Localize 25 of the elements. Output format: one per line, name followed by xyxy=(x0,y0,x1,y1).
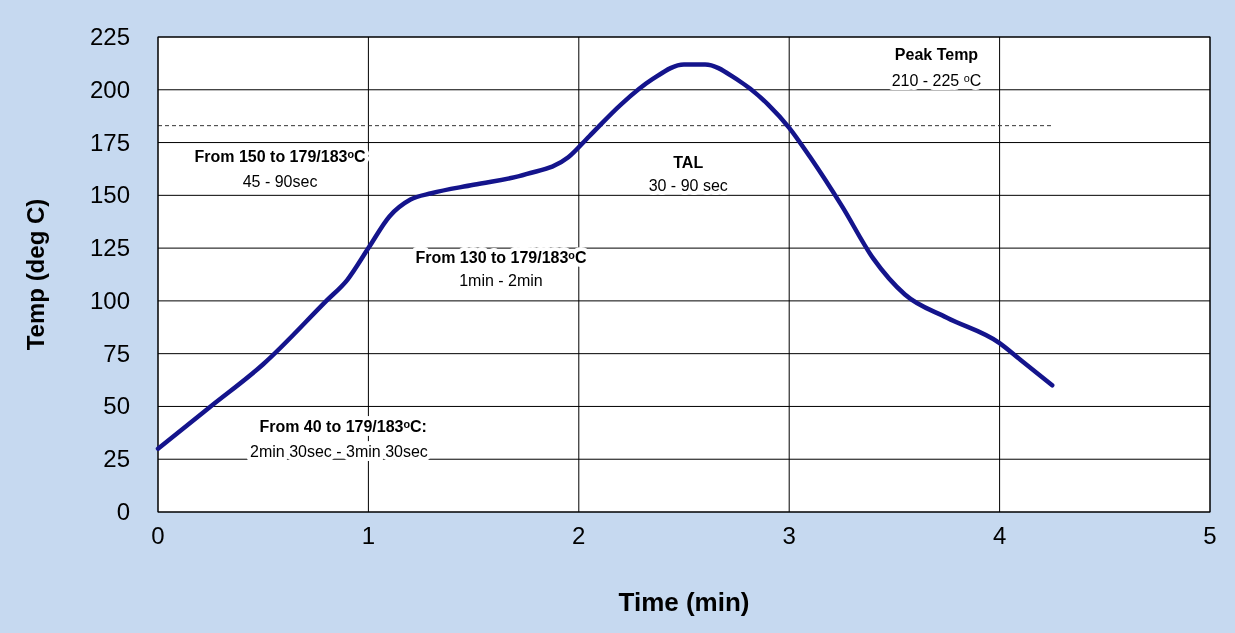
y-tick-label: 225 xyxy=(89,23,130,50)
x-tick-label: 5 xyxy=(1203,522,1217,549)
y-tick-label: 75 xyxy=(103,339,130,367)
y-tick-label: 25 xyxy=(103,445,130,473)
y-tick-label: 100 xyxy=(89,286,130,314)
y-tick-label: 0 xyxy=(116,498,130,525)
y-tick-label: 50 xyxy=(103,392,130,420)
annotation: Peak Temp xyxy=(894,46,979,64)
y-axis-title: Temp (deg C) xyxy=(22,198,49,351)
annotation: 210 - 225 ᵒC xyxy=(891,71,982,89)
x-tick-label: 4 xyxy=(992,522,1007,549)
annotation: TAL xyxy=(673,153,704,171)
y-tick-label: 200 xyxy=(89,75,130,103)
x-tick-label: 0 xyxy=(151,522,165,549)
x-tick-label: 1 xyxy=(361,522,376,549)
x-tick-label: 2 xyxy=(572,522,586,549)
x-axis-title: Time (min) xyxy=(618,587,750,617)
annotation: From 150 to 179/183ᵒC xyxy=(194,147,367,165)
annotation: 45 - 90sec xyxy=(242,172,318,190)
x-tick-label: 3 xyxy=(782,522,796,549)
annotation: 30 - 90 sec xyxy=(648,177,728,195)
y-tick-label: 125 xyxy=(89,234,130,262)
y-tick-label: 150 xyxy=(89,181,130,209)
annotation: 1min - 2min xyxy=(459,272,543,290)
y-tick-label: 175 xyxy=(89,128,130,156)
